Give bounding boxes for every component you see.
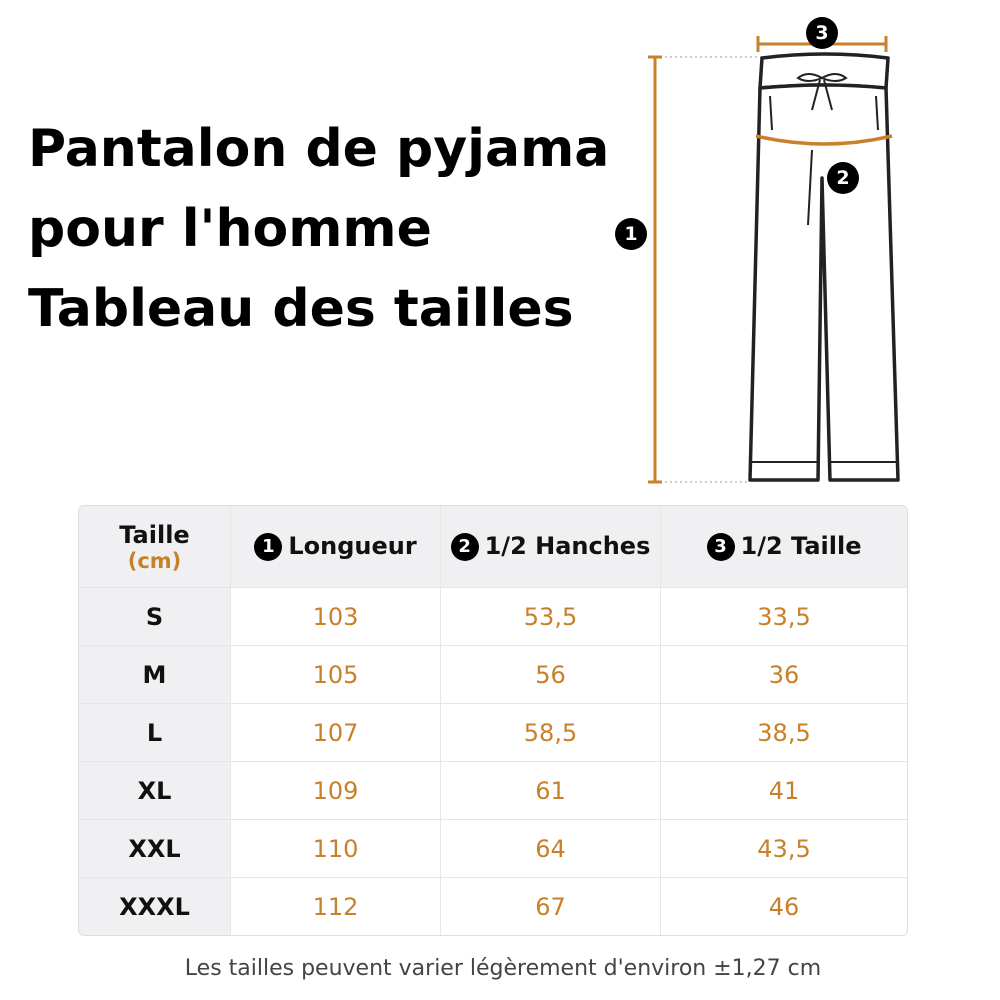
value-cell: 64 — [441, 820, 661, 878]
value-cell: 38,5 — [661, 704, 907, 762]
table-body: S 103 53,5 33,5 M 105 56 36 L 107 58,5 38,5 XL 109 61 4… — [79, 588, 907, 935]
value-cell: 41 — [661, 762, 907, 820]
size-cell: S — [79, 588, 231, 646]
header-text: 1/2 Hanches — [484, 532, 651, 560]
value-cell: 103 — [231, 588, 441, 646]
header-text: 1/2 Taille — [740, 532, 862, 560]
table-row: L 107 58,5 38,5 — [79, 704, 907, 762]
value-cell: 107 — [231, 704, 441, 762]
marker: 1 — [254, 533, 283, 561]
value-cell: 61 — [441, 762, 661, 820]
value-cell: 36 — [661, 646, 907, 704]
header-row: Taille (cm) 1 Longueur 2 1/2 Hanches 3 1/2 T… — [79, 506, 907, 588]
value-cell: 33,5 — [661, 588, 907, 646]
title-line: pour l'homme — [28, 199, 432, 259]
header-cell: 2 1/2 Hanches — [441, 506, 661, 588]
value-cell: 58,5 — [441, 704, 661, 762]
title-line: Tableau des tailles — [28, 279, 574, 339]
size-cell: XXL — [79, 820, 231, 878]
unit: (cm) — [127, 548, 182, 573]
size-cell: XXXL — [79, 878, 231, 935]
marker-label: 1 — [624, 223, 637, 245]
header-cell: Taille (cm) — [79, 506, 231, 588]
size-table: Taille (cm) 1 Longueur 2 1/2 Hanches 3 1/2 T… — [78, 505, 908, 936]
size-cell: L — [79, 704, 231, 762]
marker: 2 — [450, 533, 479, 561]
value-cell: 105 — [231, 646, 441, 704]
table-row: XL 109 61 41 — [79, 762, 907, 820]
footnote: Les tailles peuvent varier légèrement d'… — [184, 956, 822, 981]
header-cell: 3 1/2 Taille — [661, 506, 907, 588]
header-text: Taille — [119, 520, 190, 549]
size-cell: M — [79, 646, 231, 704]
title-line: Pantalon de pyjama — [28, 119, 610, 179]
table-row: XXL 110 64 43,5 — [79, 820, 907, 878]
value-cell: 46 — [768, 892, 800, 921]
value-cell: 110 — [231, 820, 441, 878]
pants-illustration: 3 2 1 — [615, 17, 900, 484]
marker — [827, 162, 859, 194]
value-cell: 53,5 — [441, 588, 661, 646]
value-cell: 56 — [441, 646, 661, 704]
table-row: XXXL 112 67 46 — [79, 878, 907, 935]
marker — [615, 218, 647, 250]
table-row: S 103 53,5 33,5 — [79, 588, 907, 646]
marker-label: 3 — [815, 22, 828, 44]
marker — [806, 17, 838, 49]
value-cell: 43,5 — [661, 820, 907, 878]
value-cell: 109 — [231, 762, 441, 820]
header-text: Longueur — [288, 532, 417, 560]
header-cell: 1 Longueur — [231, 506, 441, 588]
value-cell: 112 — [231, 878, 441, 935]
table-row: M 105 56 36 — [79, 646, 907, 704]
marker: 3 — [706, 533, 735, 561]
value-cell: 67 — [441, 878, 661, 935]
marker-label: 2 — [836, 167, 849, 189]
size-cell: XL — [79, 762, 231, 820]
